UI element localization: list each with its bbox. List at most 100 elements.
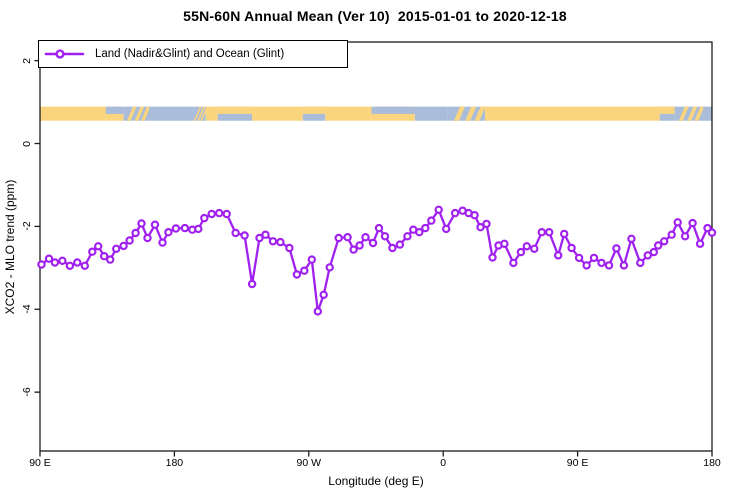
- map-strip-island: [465, 106, 477, 121]
- data-point-marker: [612, 244, 621, 253]
- map-strip-coast: [659, 106, 675, 114]
- data-point-marker: [214, 208, 224, 218]
- data-point-marker: [50, 258, 60, 267]
- map-strip-land: [252, 106, 303, 121]
- data-point-marker: [597, 258, 606, 268]
- map-strip-island: [694, 106, 705, 121]
- data-point-marker: [164, 227, 173, 237]
- y-tick-label: 2: [21, 57, 33, 64]
- data-point-marker: [222, 209, 231, 219]
- map-strip-coast: [105, 106, 124, 114]
- data-point-marker: [688, 218, 697, 228]
- data-point-marker: [300, 266, 309, 275]
- map-strip-coast: [371, 106, 415, 114]
- data-point-marker: [150, 220, 160, 229]
- data-point-marker: [44, 254, 54, 263]
- data-point-marker: [516, 247, 526, 257]
- data-point-marker: [73, 258, 82, 267]
- data-point-marker: [334, 233, 343, 243]
- data-point-marker: [488, 253, 497, 262]
- data-point-marker: [143, 233, 152, 243]
- map-strip-island: [474, 106, 486, 121]
- x-axis-label: Longitude (deg E): [328, 474, 424, 488]
- data-point-marker: [636, 258, 645, 268]
- map-strip-land: [205, 106, 218, 121]
- data-point-marker: [500, 239, 509, 248]
- data-point-marker: [427, 216, 436, 225]
- data-point-marker: [395, 240, 405, 249]
- data-point-marker: [325, 263, 334, 272]
- data-point-marker: [261, 230, 270, 239]
- data-point-marker: [194, 224, 203, 234]
- data-point-marker: [554, 251, 563, 260]
- data-point-marker: [313, 307, 322, 316]
- data-point-marker: [522, 242, 532, 251]
- data-point-marker: [560, 229, 569, 239]
- legend-label: Land (Nadir&Glint) and Ocean (Glint): [95, 48, 285, 60]
- map-strip-island: [126, 106, 137, 121]
- data-point-marker: [349, 245, 358, 254]
- data-point-marker: [707, 228, 717, 237]
- map-strip-mix: [193, 106, 206, 121]
- legend: Land (Nadir&Glint) and Ocean (Glint): [38, 40, 348, 68]
- data-point-marker: [158, 238, 167, 247]
- data-point-marker: [93, 242, 103, 251]
- y-axis-label: XCO2 - MLO trend (ppm): [3, 179, 17, 315]
- data-point-marker: [482, 219, 491, 229]
- data-point-marker: [403, 232, 412, 241]
- plot-frame: [39, 41, 713, 452]
- data-point-marker: [125, 236, 134, 245]
- data-point-marker: [619, 261, 629, 270]
- map-strip-island: [454, 106, 466, 121]
- data-point-marker: [307, 255, 316, 264]
- data-point-marker: [105, 255, 115, 264]
- data-point-marker: [470, 210, 479, 220]
- data-point-marker: [137, 219, 146, 228]
- data-point-marker: [643, 251, 653, 260]
- data-point-marker: [604, 261, 614, 270]
- data-point-marker: [673, 218, 682, 227]
- map-strip-island: [134, 106, 145, 121]
- map-strip-island: [197, 106, 206, 121]
- data-point-marker: [111, 244, 121, 253]
- data-point-marker: [654, 241, 663, 250]
- map-strip-coast: [217, 106, 253, 114]
- data-point-marker: [442, 224, 451, 234]
- map-strip-coast: [302, 106, 326, 114]
- data-point-marker: [231, 228, 240, 238]
- data-point-marker: [80, 261, 90, 270]
- data-point-marker: [285, 243, 294, 253]
- data-point-marker: [421, 223, 430, 233]
- data-point-marker: [319, 290, 328, 299]
- data-point-marker: [567, 243, 576, 253]
- chart-title: 55N-60N Annual Mean (Ver 10) 2015-01-01 …: [183, 8, 567, 24]
- data-point-marker: [171, 224, 181, 233]
- data-point-marker: [255, 233, 264, 243]
- x-tick-label: 0: [440, 457, 447, 469]
- data-point-marker: [207, 209, 216, 219]
- data-point-marker: [200, 213, 209, 223]
- x-tick-label: 90 E: [29, 457, 51, 469]
- data-point-marker: [37, 260, 46, 269]
- data-point-marker: [292, 270, 302, 279]
- map-strip-island: [687, 106, 698, 121]
- data-point-marker: [680, 232, 690, 241]
- data-point-marker: [476, 222, 485, 232]
- map-strip-land: [325, 106, 372, 121]
- data-point-marker: [374, 223, 384, 233]
- data-point-marker: [660, 237, 669, 246]
- data-point-marker: [65, 261, 75, 270]
- data-point-marker: [415, 227, 424, 237]
- data-point-marker: [450, 208, 460, 218]
- data-point-marker: [99, 252, 109, 261]
- map-strip-land: [485, 106, 660, 121]
- data-point-marker: [380, 232, 390, 241]
- data-point-marker: [355, 241, 364, 250]
- data-point-marker: [582, 261, 591, 270]
- data-point-marker: [530, 244, 539, 253]
- legend-line-marker-icon: [44, 49, 85, 59]
- data-point-marker: [434, 205, 443, 214]
- y-tick-label: -4: [21, 304, 33, 314]
